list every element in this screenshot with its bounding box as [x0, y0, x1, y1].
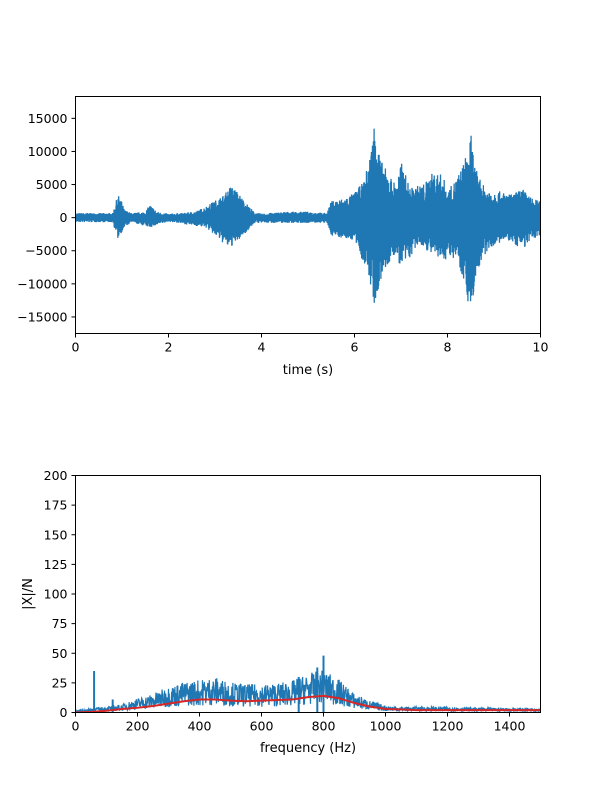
y-tick-label: 175 — [44, 498, 68, 513]
x-tick-label: 1200 — [432, 719, 464, 734]
time-domain-plot: 0 2 4 6 8 10 −15000 −10000 −5000 0 5000 10000 15000… — [17, 96, 549, 378]
time-plot-frame — [75, 96, 541, 334]
y-tick-label: −15000 — [17, 309, 67, 324]
x-tick-label: 400 — [188, 719, 212, 734]
x-tick-label: 0 — [72, 340, 80, 355]
y-tick-label: −10000 — [17, 276, 67, 291]
frequency-x-axis-label: frequency (Hz) — [260, 741, 356, 756]
y-tick-label: 25 — [52, 675, 68, 690]
x-tick-label: 10 — [533, 340, 549, 355]
y-tick-label: 10000 — [28, 144, 68, 159]
spectrum-magnitude-line — [75, 670, 541, 713]
frequency-y-axis-label: |X|/N — [21, 578, 36, 610]
y-tick-label: 150 — [44, 527, 68, 542]
y-tick-label: 125 — [44, 557, 68, 572]
y-tick-label: 0 — [60, 705, 68, 720]
y-tick-label: 100 — [44, 587, 68, 602]
x-tick-label: 4 — [258, 340, 266, 355]
frequency-y-ticks: 0 25 50 75 100 125 150 175 200 — [44, 468, 76, 720]
y-tick-label: 5000 — [36, 177, 68, 192]
x-tick-label: 8 — [444, 340, 452, 355]
waveform-line — [75, 128, 541, 303]
frequency-x-ticks: 0 200 400 600 800 1000 1200 1400 — [72, 712, 526, 734]
y-tick-label: −5000 — [25, 243, 67, 258]
y-tick-label: 50 — [52, 646, 68, 661]
smoothed-spectrum-line — [75, 694, 541, 713]
x-tick-label: 6 — [351, 340, 359, 355]
y-tick-label: 15000 — [28, 111, 68, 126]
time-x-axis-label: time (s) — [283, 363, 333, 378]
x-tick-label: 200 — [126, 719, 150, 734]
frequency-spectrum-plot: 0 200 400 600 800 1000 1200 1400 0 25 50 75 100 125 1… — [21, 468, 541, 756]
waveform-series — [75, 128, 541, 303]
y-tick-label: 200 — [44, 468, 68, 483]
spectrum-series — [75, 655, 541, 713]
x-tick-label: 600 — [250, 719, 274, 734]
frequency-plot-frame — [75, 475, 541, 713]
time-x-ticks: 0 2 4 6 8 10 — [72, 333, 549, 355]
y-tick-label: 75 — [52, 616, 68, 631]
time-y-ticks: −15000 −10000 −5000 0 5000 10000 15000 — [17, 111, 76, 324]
x-tick-label: 1000 — [370, 719, 402, 734]
x-tick-label: 0 — [72, 719, 80, 734]
x-tick-label: 800 — [312, 719, 336, 734]
x-tick-label: 2 — [165, 340, 173, 355]
y-tick-label: 0 — [60, 210, 68, 225]
x-tick-label: 1400 — [494, 719, 526, 734]
